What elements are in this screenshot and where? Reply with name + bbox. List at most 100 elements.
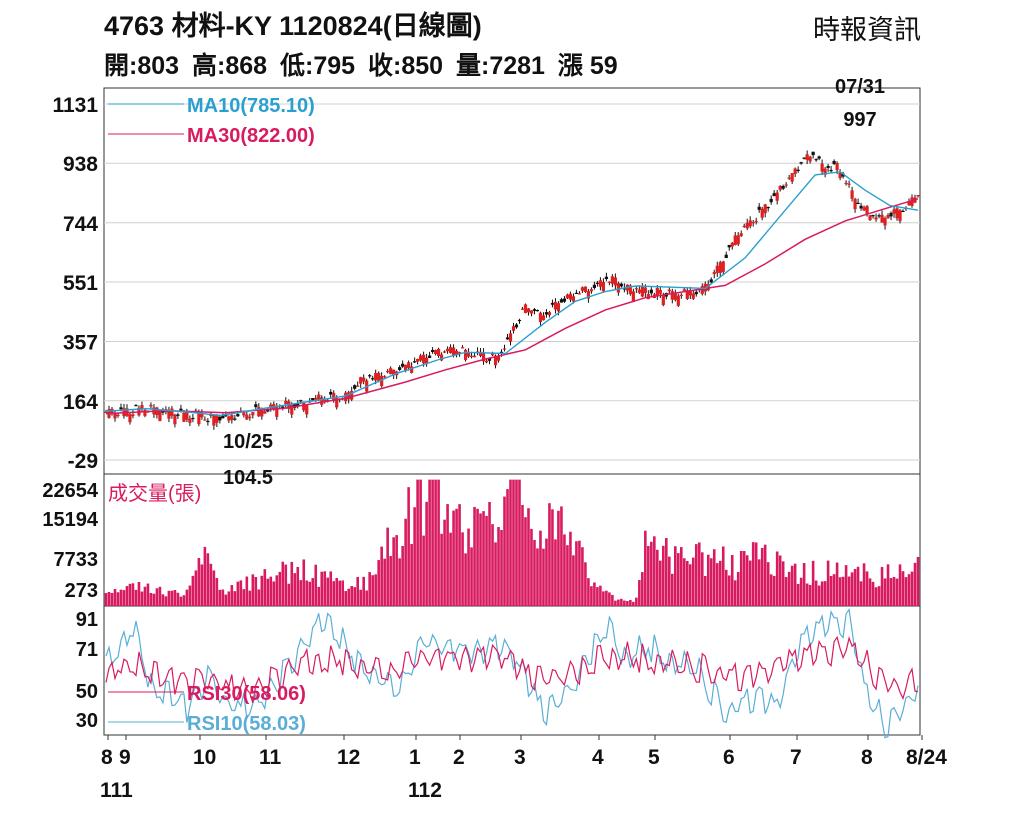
month-label: 8 bbox=[861, 746, 873, 769]
volume-bar bbox=[611, 594, 614, 606]
volume-bar bbox=[602, 591, 605, 606]
volume-tick-label: 15194 bbox=[42, 509, 98, 531]
volume-bar bbox=[179, 596, 183, 606]
volume-bar bbox=[419, 479, 422, 606]
volume-bar bbox=[862, 563, 866, 606]
volume-bar bbox=[907, 574, 911, 606]
annotation-label: 104.5 bbox=[223, 467, 273, 489]
candle-body bbox=[299, 400, 303, 402]
candle-body bbox=[691, 293, 695, 299]
volume-tick-label: 22654 bbox=[42, 480, 98, 502]
volume-bar bbox=[170, 590, 174, 606]
candle-body bbox=[508, 333, 513, 342]
candle-body bbox=[203, 419, 207, 421]
candle-body bbox=[775, 192, 779, 201]
volume-bar bbox=[125, 586, 129, 606]
volume-bar bbox=[158, 586, 162, 606]
candle-body bbox=[727, 244, 731, 248]
month-label: 4 bbox=[592, 746, 604, 769]
candle-body bbox=[419, 355, 423, 361]
volume-bar bbox=[880, 567, 884, 606]
candle-body bbox=[445, 348, 450, 352]
volume-bar bbox=[449, 532, 452, 606]
volume-bar bbox=[323, 571, 327, 606]
volume-bar bbox=[260, 575, 264, 606]
volume-bar bbox=[527, 508, 530, 606]
price-tick-label: 357 bbox=[63, 332, 98, 355]
volume-bar bbox=[688, 564, 692, 606]
candle-body bbox=[874, 217, 878, 220]
volume-bar bbox=[706, 554, 710, 606]
candle-body bbox=[694, 291, 698, 295]
volume-bar bbox=[572, 555, 575, 606]
candle-body bbox=[182, 412, 186, 422]
volume-bar bbox=[883, 578, 887, 606]
candle-body bbox=[266, 409, 270, 412]
volume-bar bbox=[769, 574, 773, 606]
annotation-label: 10/25 bbox=[223, 431, 273, 453]
volume-bar bbox=[446, 504, 449, 606]
volume-bar bbox=[560, 506, 563, 606]
candle-body bbox=[197, 413, 201, 425]
volume-bar bbox=[230, 585, 234, 606]
candle-body bbox=[676, 295, 680, 306]
candle-body bbox=[523, 304, 528, 313]
volume-bar bbox=[745, 555, 749, 606]
volume-bar bbox=[278, 571, 282, 606]
volume-bar bbox=[182, 595, 186, 606]
candle-body bbox=[242, 410, 246, 416]
candle-body bbox=[592, 284, 596, 289]
candle-body bbox=[260, 409, 264, 417]
candle-body bbox=[637, 289, 641, 293]
volume-bar bbox=[110, 592, 114, 606]
candle-body bbox=[628, 285, 632, 295]
candle-body bbox=[359, 377, 363, 384]
candle-body bbox=[472, 355, 477, 358]
candle-body bbox=[149, 404, 153, 407]
candle-body bbox=[541, 315, 546, 321]
candle-body bbox=[517, 319, 522, 322]
volume-bar bbox=[473, 506, 476, 606]
volume-bar bbox=[275, 575, 279, 606]
candle-body bbox=[733, 235, 737, 245]
volume-bar bbox=[416, 479, 419, 606]
candle-body bbox=[469, 355, 474, 357]
candle-body bbox=[589, 289, 594, 292]
volume-bar bbox=[691, 557, 695, 606]
volume-bar bbox=[781, 561, 785, 606]
volume-bar bbox=[299, 580, 303, 606]
volume-bar bbox=[272, 581, 276, 606]
volume-tick-label: 273 bbox=[65, 580, 98, 602]
volume-bar bbox=[760, 547, 764, 606]
candle-body bbox=[688, 290, 692, 296]
volume-bar bbox=[176, 592, 180, 606]
volume-bar bbox=[715, 563, 719, 606]
candle-body bbox=[793, 168, 797, 175]
volume-bar bbox=[647, 545, 650, 606]
candle-body bbox=[236, 414, 240, 417]
volume-bar bbox=[578, 540, 581, 606]
volume-bar bbox=[886, 564, 890, 606]
candle-body bbox=[251, 412, 255, 416]
volume-value: 量:7281 bbox=[456, 52, 545, 80]
candle-body bbox=[655, 287, 659, 296]
volume-bar bbox=[221, 589, 225, 606]
candle-body bbox=[104, 411, 108, 414]
candle-body bbox=[392, 369, 396, 376]
price-tick-label: 164 bbox=[63, 391, 98, 414]
volume-bar bbox=[901, 571, 905, 606]
volume-bar bbox=[479, 513, 482, 606]
candle-body bbox=[371, 378, 375, 380]
volume-bar bbox=[491, 524, 494, 606]
volume-bar bbox=[215, 578, 219, 606]
month-label: 7 bbox=[790, 746, 802, 769]
candle-body bbox=[499, 351, 504, 354]
volume-bar bbox=[763, 544, 767, 606]
volume-bar bbox=[913, 562, 917, 606]
candle-body bbox=[802, 157, 806, 159]
volume-bar bbox=[557, 510, 560, 606]
candle-body bbox=[380, 375, 384, 387]
volume-bar bbox=[877, 586, 881, 606]
volume-bar bbox=[383, 558, 386, 606]
volume-bar bbox=[191, 575, 195, 606]
